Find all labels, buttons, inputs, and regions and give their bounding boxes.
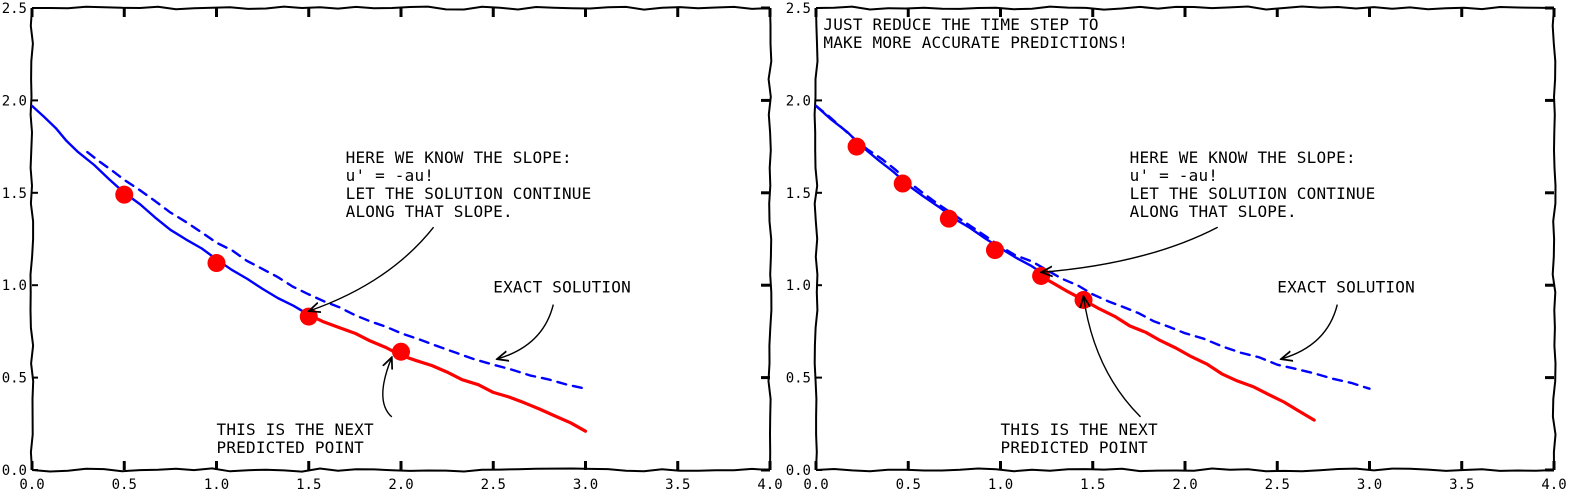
annotation-text: u' = -au! [1130, 166, 1219, 185]
predicted-point [299, 307, 318, 326]
annotation-text: HERE WE KNOW THE SLOPE: [346, 148, 572, 167]
predicted-point [115, 185, 134, 204]
plot-frame [813, 5, 1557, 473]
annotation-text: PREDICTED POINT [1001, 438, 1149, 457]
x-tick-label: 0.5 [112, 477, 137, 493]
annotation-text: ALONG THAT SLOPE. [346, 202, 513, 221]
predicted-point [985, 241, 1004, 260]
annotation-arrow [382, 357, 392, 418]
x-tick-label: 1.5 [296, 477, 321, 493]
y-tick-label: 0.0 [2, 463, 27, 479]
y-tick-label: 0.5 [786, 371, 811, 387]
numerical-line [30, 104, 310, 316]
x-tick-label: 2.5 [1265, 477, 1290, 493]
chart-panel-1: 0.0 0.5 1.0 1.5 2.0 2.5 3.0 3.5 4.0 0.0 0.5 1.0 1.5 2… [2, 1, 783, 493]
annotation-arrow [309, 226, 435, 311]
y-tick-label: 2.0 [786, 93, 811, 109]
annotation-arrow [1281, 304, 1338, 360]
x-tick-label: 0.5 [896, 477, 921, 493]
annotation-text: MAKE MORE ACCURATE PREDICTIONS! [823, 33, 1128, 52]
x-tick-label: 4.0 [1541, 477, 1566, 493]
annotation-text: LET THE SOLUTION CONTINUE [1130, 184, 1376, 203]
annotation-text: THIS IS THE NEXT [1001, 420, 1158, 439]
predicted-point [1032, 266, 1051, 285]
exact-solution-line [86, 150, 587, 390]
x-tick-label: 3.5 [1449, 477, 1474, 493]
x-tick-label: 2.0 [388, 477, 413, 493]
predicted-point [893, 174, 912, 193]
plot-frame [29, 5, 773, 473]
x-tick-label: 0.0 [803, 477, 828, 493]
annotation-text: EXACT SOLUTION [493, 278, 631, 297]
numerical-line [814, 104, 1048, 278]
x-tick-label: 1.0 [204, 477, 229, 493]
annotation-text: ALONG THAT SLOPE. [1130, 202, 1297, 221]
x-tick-label: 4.0 [757, 477, 782, 493]
predicted-point [207, 254, 226, 273]
x-tick-label: 2.0 [1172, 477, 1197, 493]
y-tick-label: 1.5 [786, 186, 811, 202]
annotation-text: LET THE SOLUTION CONTINUE [346, 184, 592, 203]
annotation-text: THIS IS THE NEXT [217, 420, 374, 439]
annotation-text: JUST REDUCE THE TIME STEP TO [823, 15, 1098, 34]
annotation-arrow [1041, 226, 1219, 272]
x-tick-label: 1.0 [988, 477, 1013, 493]
predicted-point [392, 342, 410, 361]
annotation-text: EXACT SOLUTION [1277, 278, 1415, 297]
x-tick-label: 0.0 [19, 477, 44, 493]
annotation-arrow [1084, 296, 1141, 418]
y-tick-label: 1.0 [786, 278, 811, 294]
y-tick-label: 0.5 [2, 371, 27, 387]
annotation-text: HERE WE KNOW THE SLOPE: [1130, 148, 1356, 167]
y-tick-label: 1.0 [2, 278, 27, 294]
annotation-arrow [497, 304, 554, 360]
y-tick-label: 2.0 [2, 93, 27, 109]
x-tick-label: 3.0 [573, 477, 598, 493]
x-tick-label: 1.5 [1080, 477, 1105, 493]
predicted-point [939, 209, 958, 228]
predicted-line [307, 313, 588, 433]
annotation-text: u' = -au! [346, 166, 435, 185]
exact-solution-line [814, 104, 1371, 390]
chart-panel-2: 0.0 0.5 1.0 1.5 2.0 2.5 3.0 3.5 4.0 0.0 0.5 1.0 1.5 2… [786, 1, 1567, 493]
x-tick-label: 2.5 [481, 477, 506, 493]
x-tick-label: 3.5 [665, 477, 690, 493]
y-tick-label: 0.0 [786, 463, 811, 479]
predicted-point [847, 137, 866, 156]
y-tick-label: 2.5 [786, 1, 811, 17]
y-tick-label: 2.5 [2, 1, 27, 17]
y-tick-label: 1.5 [2, 186, 27, 202]
annotation-text: PREDICTED POINT [217, 438, 365, 457]
x-tick-label: 3.0 [1357, 477, 1382, 493]
